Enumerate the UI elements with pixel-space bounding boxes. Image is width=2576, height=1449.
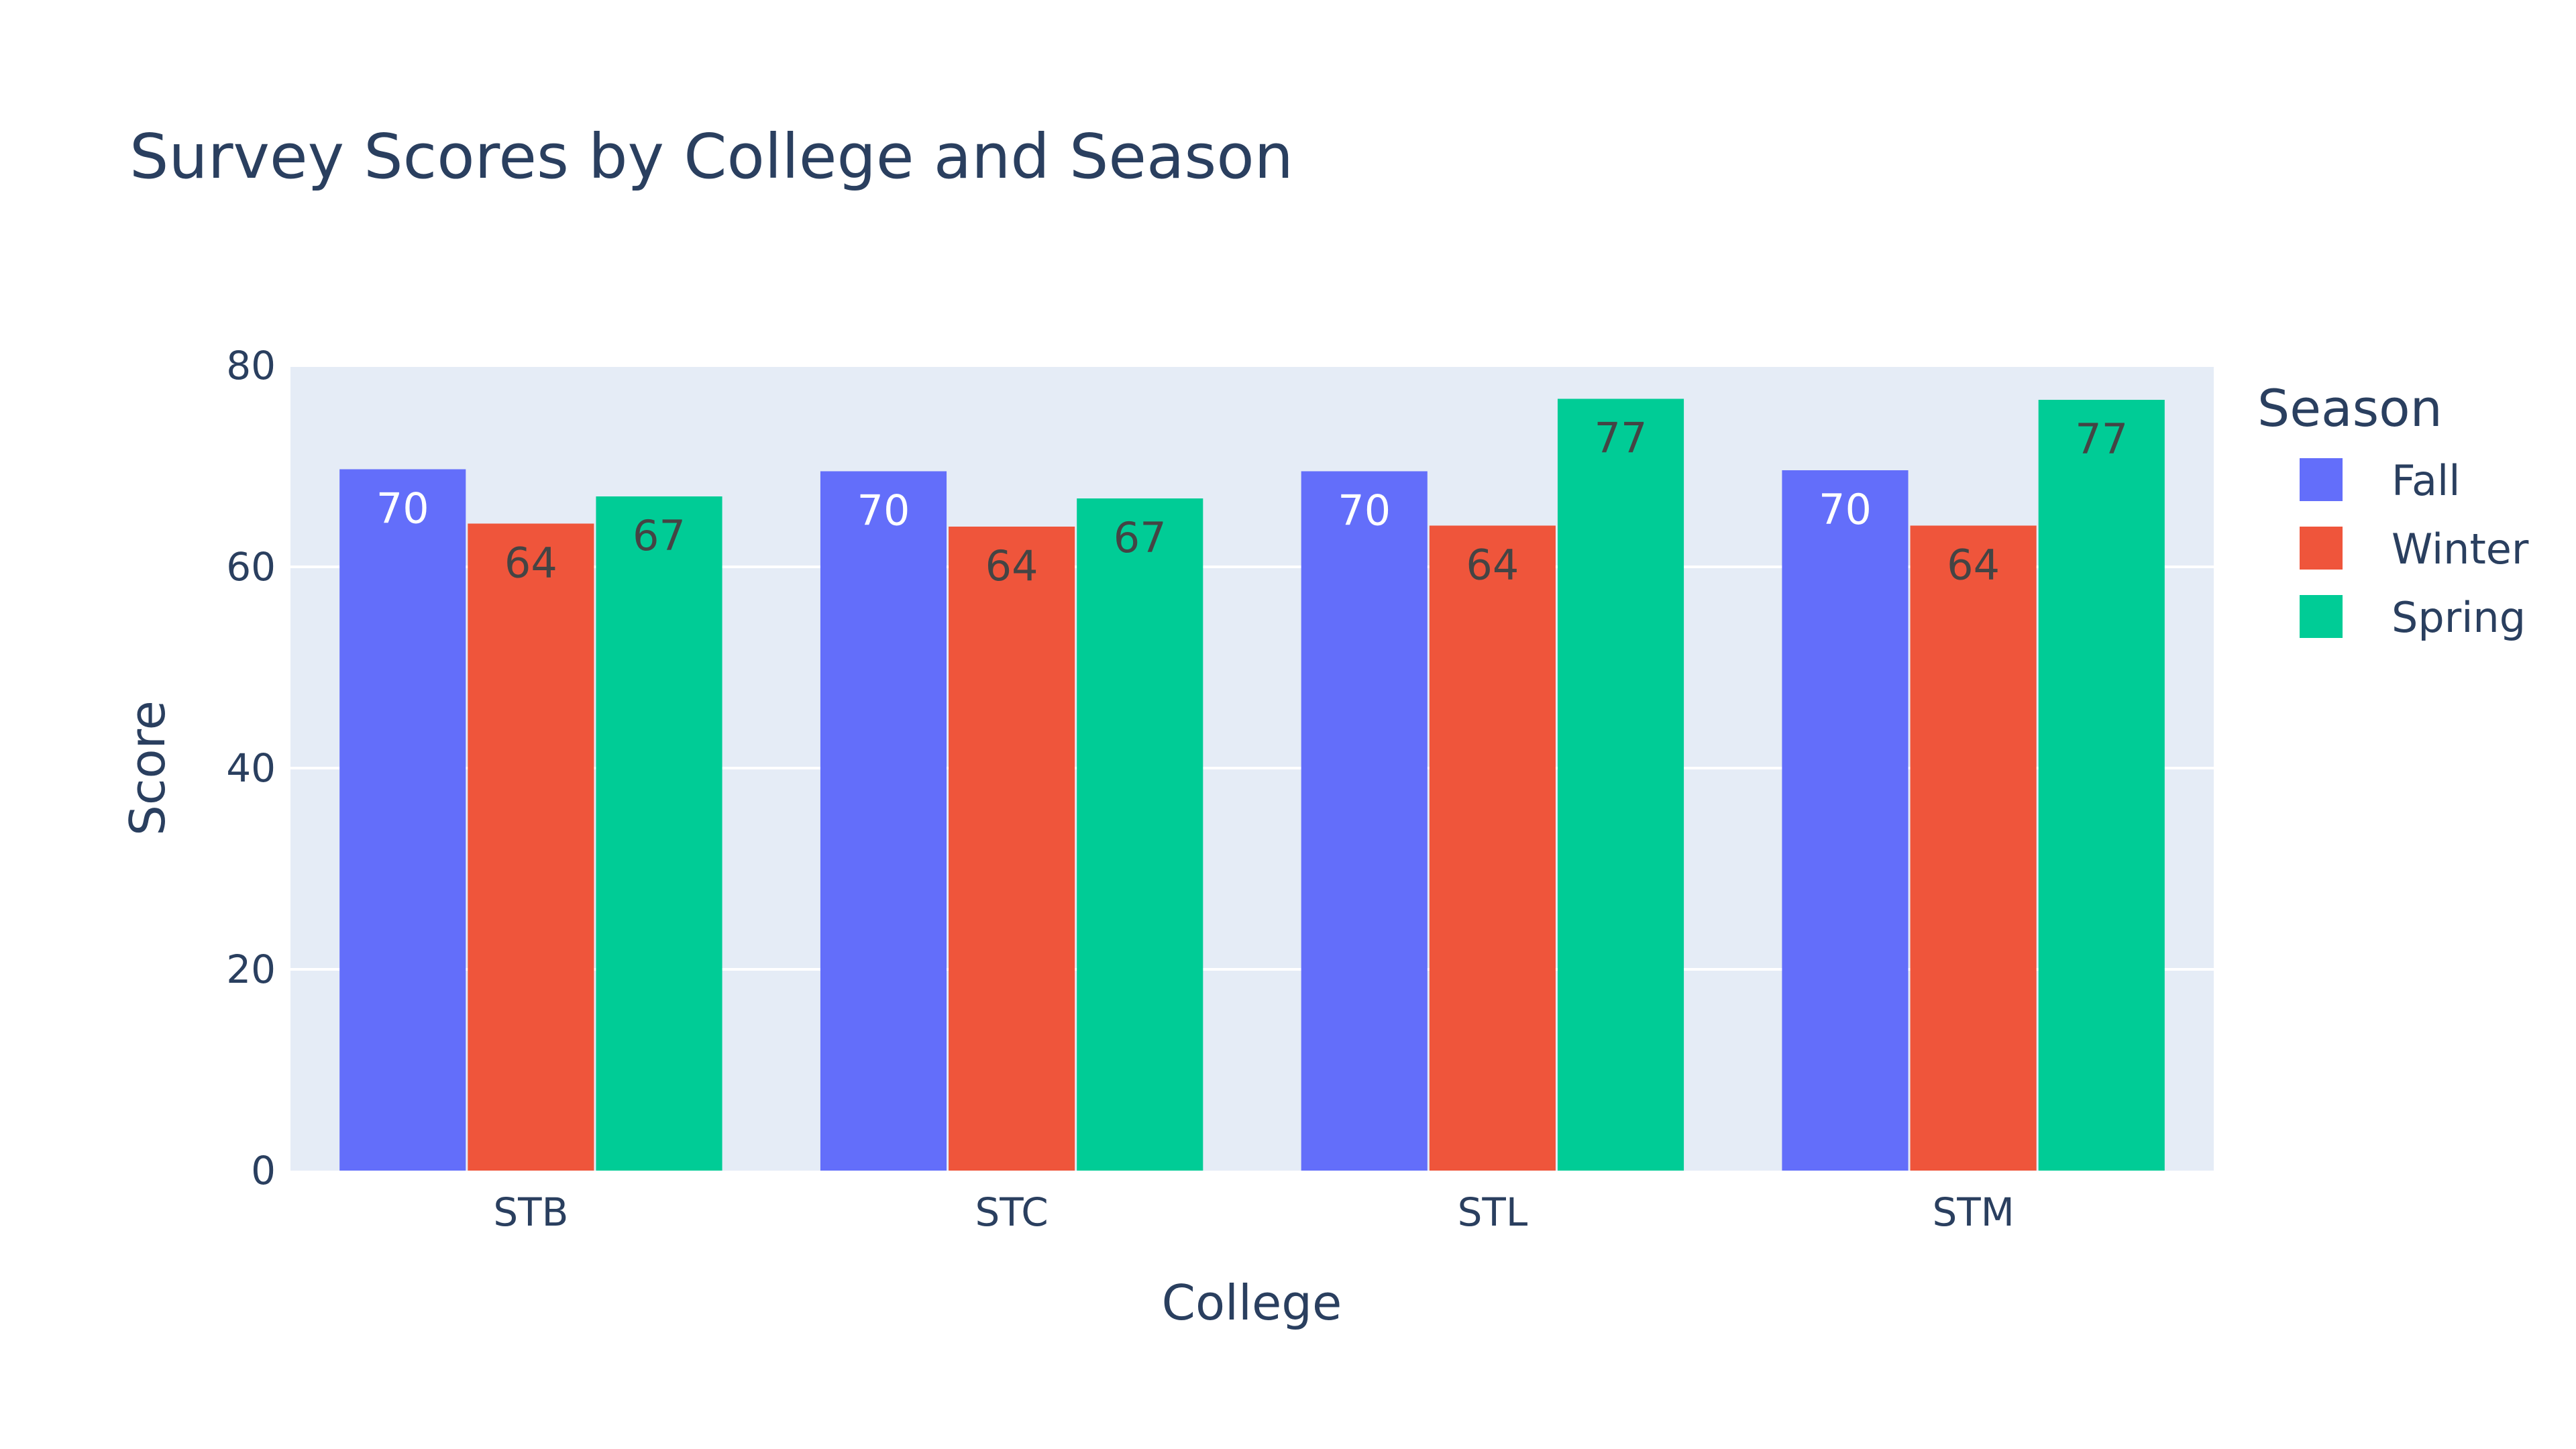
y-tick-label: 80 xyxy=(226,343,276,388)
bar xyxy=(1077,498,1203,1171)
legend-swatch xyxy=(2300,458,2343,501)
y-tick-label: 0 xyxy=(251,1148,276,1193)
bar xyxy=(468,523,594,1171)
bar xyxy=(596,496,722,1171)
data-label: 67 xyxy=(1114,513,1167,562)
x-tick-label: STC xyxy=(975,1189,1048,1235)
x-axis-ticks: STB STC STL STM xyxy=(493,1189,2014,1235)
bars xyxy=(339,398,2165,1171)
bar xyxy=(1301,471,1428,1171)
data-label: 67 xyxy=(633,511,686,560)
data-label: 64 xyxy=(504,539,557,588)
data-label: 70 xyxy=(857,486,910,535)
data-label: 70 xyxy=(1819,485,1872,534)
legend-label: Winter xyxy=(2392,525,2529,574)
bar xyxy=(2038,400,2165,1171)
x-axis-title: College xyxy=(1162,1275,1342,1331)
data-label: 64 xyxy=(1466,541,1519,590)
bar xyxy=(1910,525,2037,1171)
data-label: 64 xyxy=(1947,541,2000,590)
bar xyxy=(949,527,1075,1171)
legend-label: Fall xyxy=(2392,456,2460,505)
legend-title: Season xyxy=(2257,378,2443,438)
y-tick-label: 40 xyxy=(226,745,276,791)
data-label: 70 xyxy=(1338,486,1391,535)
data-label: 77 xyxy=(2075,415,2128,464)
legend-label: Spring xyxy=(2392,593,2526,642)
bar xyxy=(1557,398,1684,1171)
data-label: 70 xyxy=(376,484,429,533)
x-tick-label: STM xyxy=(1932,1189,2014,1235)
bar xyxy=(1429,525,1556,1171)
legend-swatch xyxy=(2300,595,2343,638)
data-labels: 70 64 67 70 64 67 70 64 77 70 64 77 xyxy=(376,414,2128,591)
x-tick-label: STB xyxy=(493,1189,568,1235)
y-tick-label: 20 xyxy=(226,947,276,992)
legend: Season Fall Winter Spring xyxy=(2257,378,2529,642)
x-tick-label: STL xyxy=(1458,1189,1528,1235)
data-label: 64 xyxy=(985,541,1038,590)
chart-title: Survey Scores by College and Season xyxy=(129,121,1293,193)
y-axis-ticks: 0 20 40 60 80 xyxy=(226,343,276,1193)
data-label: 77 xyxy=(1595,414,1648,463)
y-tick-label: 60 xyxy=(226,544,276,590)
bar xyxy=(820,471,947,1171)
bar xyxy=(339,469,466,1171)
legend-swatch xyxy=(2300,527,2343,570)
y-axis-title: Score xyxy=(119,700,176,836)
bar xyxy=(1782,470,1909,1171)
